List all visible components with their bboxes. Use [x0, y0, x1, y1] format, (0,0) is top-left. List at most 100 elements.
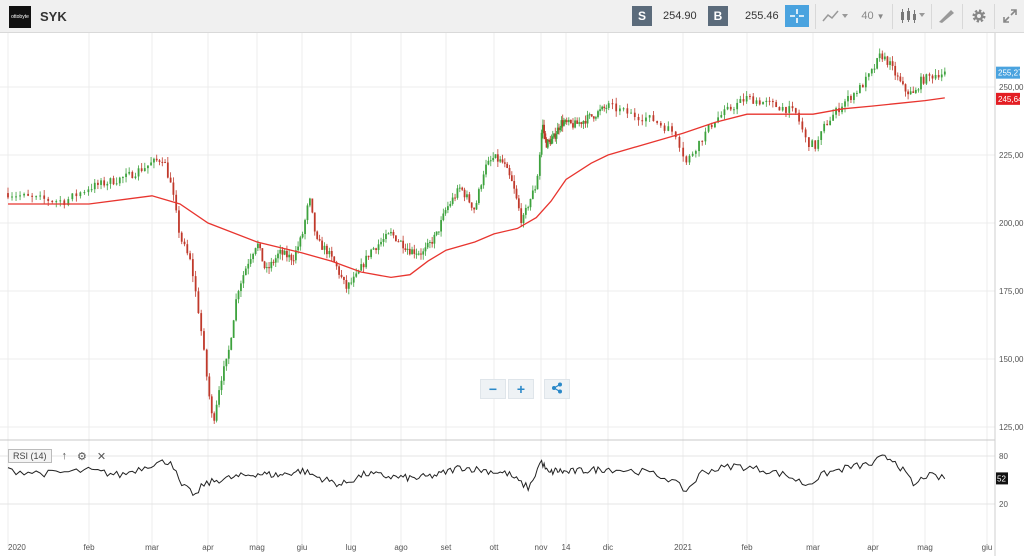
candle-body	[578, 122, 581, 124]
x-tick-label: giu	[297, 543, 308, 552]
chart-type-button[interactable]	[820, 5, 850, 27]
buy-badge[interactable]: B	[708, 6, 728, 26]
toolbar: ottobyte SYK S 254.90 B 255.46 40 ▼	[0, 0, 1024, 33]
candle-body	[522, 214, 525, 223]
candle-body	[565, 120, 568, 123]
candle-body	[435, 231, 438, 235]
chart-type-icon	[822, 10, 848, 22]
candle-body	[482, 174, 485, 186]
candle-body	[554, 133, 557, 139]
candle-body	[781, 107, 784, 111]
candle-body	[485, 164, 487, 175]
candle-body	[208, 376, 211, 397]
candle-body	[449, 203, 452, 207]
candle-body	[637, 117, 640, 121]
zoom-in-button[interactable]: +	[508, 379, 534, 399]
settings-button[interactable]	[968, 5, 990, 27]
candle-body	[791, 106, 794, 109]
candle-body	[377, 244, 380, 251]
candle-body	[909, 91, 912, 95]
candle-body	[97, 182, 99, 185]
candle-body	[240, 283, 242, 292]
candle-body	[543, 124, 546, 134]
x-tick-label: ago	[394, 543, 408, 552]
candle-body	[881, 53, 884, 60]
candle-body	[375, 248, 377, 251]
candle-body	[330, 250, 333, 257]
candle-body	[292, 260, 295, 262]
draw-icon	[939, 10, 954, 23]
candle-body	[360, 264, 363, 271]
candle-body	[940, 74, 943, 78]
chart-area[interactable]: 2020 feb mar apr mag giu lug ago set ott nov 14 dic 2…	[0, 33, 1024, 556]
candle-body	[345, 279, 348, 289]
candle-body	[161, 161, 164, 163]
zoom-controls: − +	[480, 379, 572, 399]
share-button[interactable]	[544, 379, 570, 399]
candle-body	[538, 154, 541, 176]
candle-body	[415, 253, 418, 255]
zoom-out-button[interactable]: −	[480, 379, 506, 399]
gear-icon[interactable]: ⚙	[77, 450, 87, 463]
candles-button[interactable]	[897, 5, 927, 27]
candle-body	[920, 76, 922, 90]
rsi-label[interactable]: RSI (14)	[8, 449, 52, 463]
candle-body	[194, 276, 197, 292]
candle-body	[451, 197, 454, 204]
arrow-up-icon[interactable]: ↑	[61, 450, 68, 462]
timeframe-value: 40	[861, 10, 874, 22]
candle-body	[232, 320, 235, 338]
candle-body	[186, 244, 189, 254]
candle-body	[844, 101, 846, 107]
candle-body	[39, 195, 42, 197]
candle-body	[499, 159, 502, 162]
sell-price[interactable]: 254.90	[663, 10, 697, 22]
crosshair-button[interactable]	[785, 5, 809, 27]
buy-price[interactable]: 255.46	[745, 10, 779, 22]
candle-body	[567, 119, 570, 123]
candle-body	[242, 275, 245, 284]
y-tick-label: 200,00	[999, 219, 1024, 228]
x-tick-label: 2020	[8, 543, 26, 552]
candle-body	[390, 231, 392, 234]
candle-body	[210, 396, 213, 414]
rsi-level-label: 20	[999, 500, 1008, 509]
close-icon[interactable]: ✕	[96, 450, 107, 463]
candle-body	[902, 81, 904, 85]
candle-body	[551, 136, 554, 140]
candle-body	[333, 256, 336, 263]
candle-body	[603, 106, 606, 109]
candle-body	[560, 120, 563, 128]
candle-body	[641, 120, 644, 122]
candle-body	[466, 194, 468, 198]
candle-body	[458, 187, 461, 189]
candle-body	[55, 201, 58, 203]
candle-body	[574, 120, 576, 128]
candle-body	[569, 119, 572, 124]
draw-button[interactable]	[936, 5, 958, 27]
candle-body	[755, 100, 758, 104]
candle-body	[531, 190, 534, 199]
sell-badge[interactable]: S	[632, 6, 652, 26]
candle-body	[309, 198, 311, 206]
expand-button[interactable]	[999, 5, 1021, 27]
candle-body	[387, 233, 390, 235]
candle-body	[155, 158, 158, 161]
candle-body	[247, 263, 250, 269]
candle-body	[128, 171, 131, 174]
candle-body	[408, 248, 411, 255]
candle-body	[223, 366, 225, 381]
candle-body	[785, 107, 787, 113]
candle-body	[370, 249, 372, 258]
rsi-level-label: 80	[999, 452, 1008, 461]
candle-body	[153, 158, 155, 163]
candle-body	[43, 195, 46, 199]
candle-body	[707, 124, 710, 132]
candle-body	[564, 120, 567, 123]
candle-body	[811, 140, 814, 148]
timeframe-dropdown[interactable]: 40 ▼	[858, 5, 888, 27]
candle-body	[745, 96, 748, 102]
candle-body	[717, 117, 719, 123]
candle-body	[607, 103, 610, 108]
candle-body	[814, 140, 817, 149]
